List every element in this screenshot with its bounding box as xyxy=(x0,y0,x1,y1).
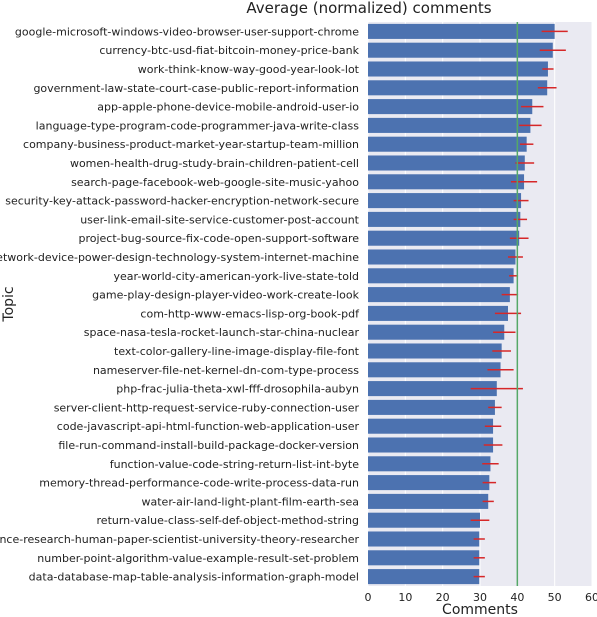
x-tick-label: 40 xyxy=(510,591,524,604)
y-tick-label: currency-btc-usd-fiat-bitcoin-money-pric… xyxy=(99,44,359,57)
y-tick-label: text-color-gallery-line-image-display-fi… xyxy=(114,345,360,358)
bar xyxy=(368,531,480,547)
y-tick-label: number-point-algorithm-value-example-res… xyxy=(37,552,359,565)
y-tick-label: language-type-program-code-programmer-ja… xyxy=(36,119,360,132)
bar xyxy=(368,456,491,472)
bar xyxy=(368,23,555,39)
x-tick-label: 30 xyxy=(473,591,487,604)
y-tick-label: security-key-attack-password-hacker-encr… xyxy=(5,195,359,208)
bar xyxy=(368,230,520,246)
bar xyxy=(368,493,489,509)
y-tick-label: file-run-command-install-build-package-d… xyxy=(58,439,359,452)
chart-title: Average (normalized) comments xyxy=(246,0,491,17)
x-tick-label: 60 xyxy=(585,591,597,604)
y-tick-label: nameserver-file-net-kernel-dn-com-type-p… xyxy=(93,364,359,377)
bar xyxy=(368,475,490,491)
bar xyxy=(368,268,514,284)
y-tick-label: php-frac-julia-theta-xwl-fff-drosophila-… xyxy=(116,383,359,396)
y-tick-label: work-think-know-way-good-year-look-lot xyxy=(138,63,360,76)
bar xyxy=(368,42,553,58)
y-tick-label: game-play-design-player-video-work-creat… xyxy=(92,289,359,302)
x-tick-label: 50 xyxy=(548,591,562,604)
bar xyxy=(368,61,548,77)
y-tick-label: user-link-email-site-service-customer-po… xyxy=(80,213,359,226)
bar xyxy=(368,99,533,115)
bar xyxy=(368,437,494,453)
bar xyxy=(368,80,548,96)
y-tick-label: memory-thread-performance-code-write-pro… xyxy=(39,477,359,490)
y-tick-label: year-world-city-american-york-live-state… xyxy=(114,270,359,283)
y-tick-label: water-air-land-light-plant-film-earth-se… xyxy=(142,495,360,508)
y-tick-label: search-page-facebook-web-google-site-mus… xyxy=(71,176,359,189)
bar xyxy=(368,550,480,566)
y-tick-label: return-value-class-self-def-object-metho… xyxy=(97,514,359,527)
x-tick-labels: 0 10 20 30 40 50 60 xyxy=(365,591,597,604)
bar xyxy=(368,381,497,397)
error-bars xyxy=(470,30,568,578)
y-tick-label: government-law-state-court-case-public-r… xyxy=(33,82,359,95)
bar xyxy=(368,193,522,209)
y-tick-label: women-health-drug-study-brain-children-p… xyxy=(70,157,359,170)
grid xyxy=(367,22,593,586)
bar xyxy=(368,399,495,415)
y-tick-label: space-nasa-tesla-rocket-launch-star-chin… xyxy=(84,326,360,339)
bar xyxy=(368,569,480,585)
bar xyxy=(368,324,505,340)
y-axis-label: Topic xyxy=(1,286,17,322)
bar xyxy=(368,155,525,171)
y-tick-label: code-javascript-api-html-function-web-ap… xyxy=(57,420,360,433)
x-axis-label: Comments xyxy=(442,602,518,617)
y-tick-label: company-business-product-market-year-sta… xyxy=(23,138,359,151)
bar xyxy=(368,136,527,152)
bar xyxy=(368,362,501,378)
y-tick-label: server-client-http-request-service-ruby-… xyxy=(54,401,360,414)
bar xyxy=(368,512,480,528)
y-tick-label: data-database-map-table-analysis-informa… xyxy=(29,571,359,584)
y-tick-label: google-microsoft-windows-video-browser-u… xyxy=(15,25,359,38)
y-tick-labels: google-microsoft-windows-video-browser-u… xyxy=(0,25,360,583)
bar xyxy=(368,287,510,303)
x-tick-label: 20 xyxy=(436,591,450,604)
x-tick-label: 10 xyxy=(398,591,412,604)
y-tick-label: science-research-human-paper-scientist-u… xyxy=(0,533,359,546)
bar xyxy=(368,343,502,359)
y-tick-label: com-http-www-emacs-lisp-org-book-pdf xyxy=(140,307,360,320)
bar xyxy=(368,418,494,434)
y-tick-label: function-value-code-string-return-list-i… xyxy=(110,458,360,471)
bar xyxy=(368,305,508,321)
y-tick-label: project-bug-source-fix-code-open-support… xyxy=(78,232,359,245)
bars xyxy=(368,23,555,585)
bar xyxy=(368,174,525,190)
bar xyxy=(368,117,531,133)
y-tick-label: network-device-power-design-technology-s… xyxy=(0,251,359,264)
y-tick-label: app-apple-phone-device-mobile-android-us… xyxy=(97,101,359,114)
x-tick-label: 0 xyxy=(365,591,372,604)
bar xyxy=(368,249,516,265)
bar xyxy=(368,211,521,227)
